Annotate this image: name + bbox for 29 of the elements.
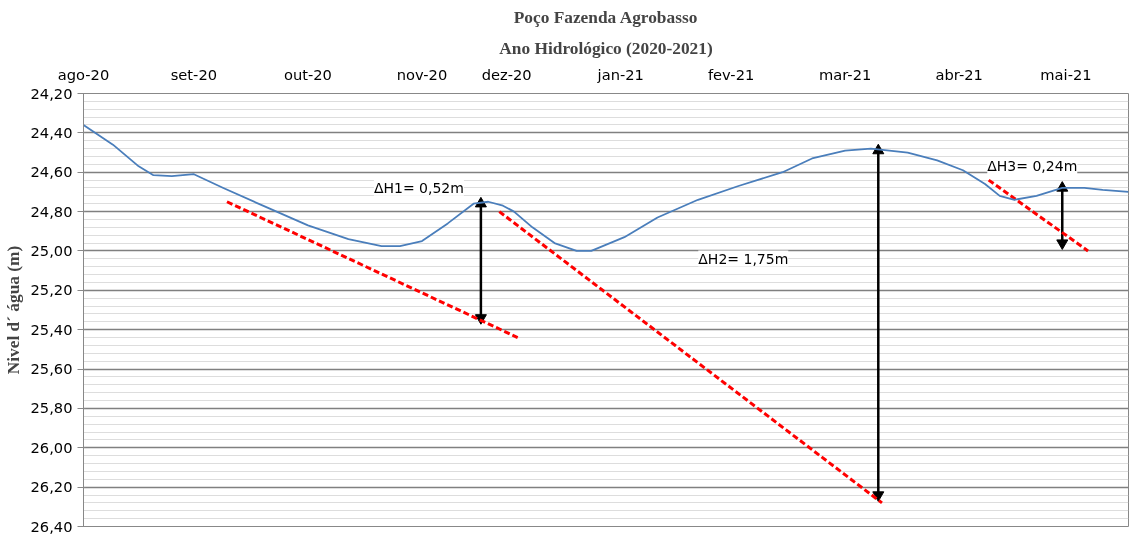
x-tick-label: ago-20 xyxy=(57,65,110,83)
y-tick-label: 24,20 xyxy=(30,84,73,102)
x-tick-label: dez-20 xyxy=(481,65,532,83)
y-tick-label: 25,80 xyxy=(30,399,73,417)
x-tick-label: fev-21 xyxy=(707,65,755,83)
x-tick-label: jan-21 xyxy=(596,65,644,83)
x-tick-label: set-20 xyxy=(170,65,218,83)
y-tick-label: 26,00 xyxy=(30,438,73,456)
annotation: ΔH1= 0,52m xyxy=(373,179,464,196)
y-tick-label: 25,60 xyxy=(30,360,73,378)
y-tick-label: 25,20 xyxy=(30,281,73,299)
chart-subtitle: Ano Hidrológico (2020-2021) xyxy=(499,38,713,58)
y-axis-title: Nivel d´ água (m) xyxy=(3,245,23,375)
x-tick-label: out-20 xyxy=(283,65,332,83)
line-series xyxy=(83,124,1129,252)
x-tick-label: mai-21 xyxy=(1040,65,1092,83)
x-tick-label: abr-21 xyxy=(935,65,983,83)
chart-title: Poço Fazenda Agrobasso xyxy=(513,7,698,27)
x-tick-label: mar-21 xyxy=(819,65,872,83)
annotation: ΔH2= 1,75m xyxy=(698,250,789,267)
y-tick-label: 25,00 xyxy=(30,241,73,259)
y-tick-label: 25,40 xyxy=(30,320,73,338)
y-tick-label: 26,40 xyxy=(30,517,73,535)
y-tick-label: 24,80 xyxy=(30,202,73,220)
y-tick-label: 26,20 xyxy=(30,478,73,496)
annotation: ΔH3= 0,24m xyxy=(987,157,1078,174)
y-tick-label: 24,40 xyxy=(30,123,73,141)
y-tick-label: 24,60 xyxy=(30,163,73,181)
x-tick-label: nov-20 xyxy=(396,65,448,83)
